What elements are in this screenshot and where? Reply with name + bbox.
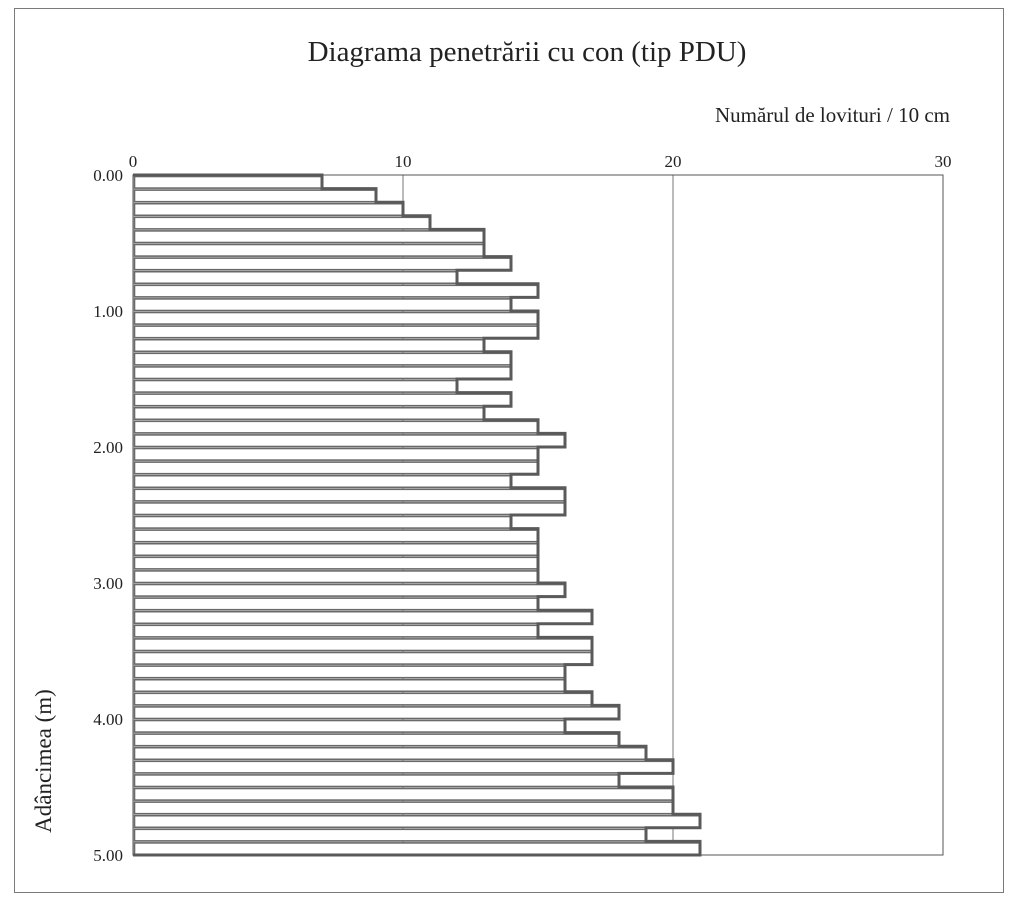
y-tick-label: 2.00 (93, 438, 123, 457)
bar (133, 542, 539, 557)
y-tick-labels: 0.00 1.00 2.00 3.00 4.00 5.00 (93, 166, 123, 865)
penetration-chart: Diagrama penetrării cu con (tip PDU) Num… (31, 36, 952, 865)
x-axis-title: Numărul de lovituri / 10 cm (715, 103, 950, 127)
bar (133, 216, 431, 230)
bar (133, 284, 539, 298)
bar (133, 270, 458, 285)
bar (133, 706, 620, 720)
bar (133, 719, 566, 733)
y-tick-label: 1.00 (93, 302, 123, 321)
y-tick-label: 5.00 (93, 846, 123, 865)
bar (133, 379, 458, 393)
bar (133, 230, 485, 244)
bar (133, 406, 485, 421)
bar (133, 366, 512, 380)
bar (133, 624, 539, 638)
bar (133, 570, 539, 584)
bar (133, 298, 512, 312)
bar (133, 447, 539, 461)
bar (133, 787, 674, 801)
bar (133, 774, 620, 788)
bar (133, 678, 566, 693)
x-tick-label: 0 (129, 152, 138, 171)
bar (133, 651, 593, 665)
bar (133, 801, 674, 815)
y-tick-label: 4.00 (93, 710, 123, 729)
bar (133, 189, 377, 203)
bar (133, 393, 512, 407)
bar (133, 502, 566, 516)
bar (133, 597, 539, 611)
bar (133, 814, 701, 829)
bar (133, 842, 701, 856)
bar (133, 325, 539, 339)
bar (133, 746, 647, 761)
bar (133, 733, 620, 747)
bar (133, 352, 512, 366)
x-tick-labels: 0 10 20 30 (129, 152, 952, 171)
bar (133, 488, 566, 502)
y-tick-label: 3.00 (93, 574, 123, 593)
bar (133, 243, 485, 257)
bar (133, 583, 566, 597)
plot-border (132, 174, 944, 856)
bar (133, 257, 512, 271)
bar (133, 420, 539, 434)
bar (133, 556, 539, 570)
bar (133, 760, 674, 774)
bar (133, 665, 566, 679)
chart-title: Diagrama penetrării cu con (tip PDU) (308, 36, 747, 68)
bar (133, 202, 404, 217)
bar (133, 529, 539, 543)
x-tick-label: 30 (935, 152, 952, 171)
y-axis-title: Adâncimea (m) (31, 689, 56, 833)
bar (133, 474, 512, 489)
penetration-profile-line (133, 173, 702, 857)
bar (133, 692, 593, 706)
chart-frame: Diagrama penetrării cu con (tip PDU) Num… (14, 8, 1004, 893)
bar (133, 828, 647, 842)
bar (133, 311, 539, 325)
bar (133, 515, 512, 529)
bars (133, 173, 702, 857)
bar (133, 638, 593, 652)
x-tick-label: 10 (395, 152, 412, 171)
bar (133, 461, 539, 475)
bar (133, 175, 323, 189)
x-tick-label: 20 (665, 152, 682, 171)
y-tick-label: 0.00 (93, 166, 123, 185)
bar (133, 338, 485, 353)
bar (133, 434, 566, 448)
bar (133, 610, 593, 625)
